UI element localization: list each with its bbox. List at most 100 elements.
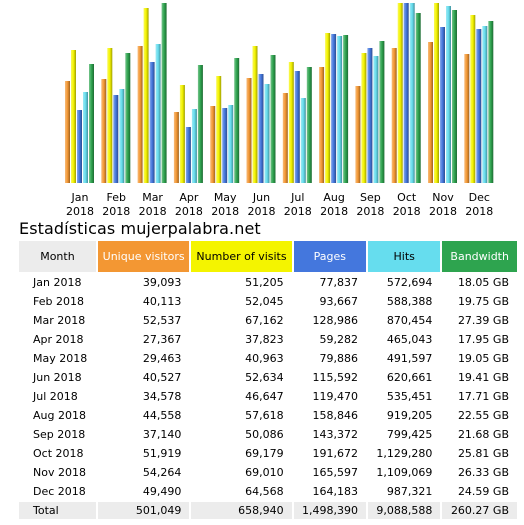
hits-cell: 620,661 bbox=[368, 369, 441, 386]
hits-cell: 465,043 bbox=[368, 331, 441, 348]
visits-cell: 57,618 bbox=[191, 407, 292, 424]
x-tick-label: 2018 bbox=[66, 205, 94, 218]
unique-visitors-cell: 49,490 bbox=[97, 483, 190, 500]
bandwidth-cell: 19.75 GB bbox=[442, 293, 517, 310]
bandwidth-cell: 26.33 GB bbox=[442, 464, 517, 481]
month-cell: Mar 2018 bbox=[19, 312, 96, 329]
x-tick-label: 2018 bbox=[284, 205, 312, 218]
x-tick-label: 2018 bbox=[320, 205, 348, 218]
table-row: Feb 2018 40,113 52,045 93,667 588,388 19.75 G… bbox=[19, 293, 517, 310]
bar-number-of-visits-oct-2018 bbox=[397, 3, 403, 183]
bar-number-of-visits-aug-2018 bbox=[325, 33, 331, 183]
x-tick-label: Mar bbox=[142, 191, 163, 204]
x-tick-label: 2018 bbox=[356, 205, 384, 218]
total-hits-cell: 9,088,588 bbox=[368, 502, 441, 519]
hits-cell: 491,597 bbox=[368, 350, 441, 367]
pages-cell: 77,837 bbox=[293, 274, 367, 291]
x-tick-label: Jul bbox=[290, 191, 304, 204]
bar-bandwidth-aug-2018 bbox=[343, 35, 349, 183]
bar-hits-aug-2018 bbox=[337, 36, 343, 183]
column-header-unique-visitors: Unique visitors bbox=[97, 241, 190, 272]
bar-pages-jan-2018 bbox=[77, 110, 82, 183]
table-row: May 2018 29,463 40,963 79,886 491,597 19.05 G… bbox=[19, 350, 517, 367]
bar-hits-jun-2018 bbox=[264, 84, 270, 183]
bar-pages-oct-2018 bbox=[403, 3, 409, 183]
bar-unique-visitors-mar-2018 bbox=[137, 46, 143, 183]
bar-unique-visitors-nov-2018 bbox=[428, 42, 433, 183]
bandwidth-cell: 21.68 GB bbox=[442, 426, 517, 443]
x-tick-label: Jun bbox=[252, 191, 270, 204]
column-header-bandwidth: Bandwidth bbox=[442, 241, 517, 272]
bandwidth-cell: 24.59 GB bbox=[442, 483, 517, 500]
total-unique-visitors-cell: 501,049 bbox=[97, 502, 190, 519]
bar-number-of-visits-mar-2018 bbox=[143, 8, 149, 183]
bar-number-of-visits-nov-2018 bbox=[434, 3, 439, 183]
visits-cell: 52,634 bbox=[191, 369, 292, 386]
pages-cell: 128,986 bbox=[293, 312, 367, 329]
bar-unique-visitors-jul-2018 bbox=[282, 93, 288, 183]
unique-visitors-cell: 37,140 bbox=[97, 426, 190, 443]
bandwidth-cell: 18.05 GB bbox=[442, 274, 517, 291]
bandwidth-cell: 17.95 GB bbox=[442, 331, 517, 348]
bar-bandwidth-apr-2018 bbox=[197, 65, 203, 183]
total-visits-cell: 658,940 bbox=[191, 502, 292, 519]
page-title: Estadísticas mujerpalabra.net bbox=[19, 219, 261, 238]
bar-pages-aug-2018 bbox=[331, 34, 337, 183]
table-row: Nov 2018 54,264 69,010 165,597 1,109,069 26.3… bbox=[19, 464, 517, 481]
bar-hits-jan-2018 bbox=[83, 92, 88, 183]
x-tick-label: Apr bbox=[179, 191, 199, 204]
pages-cell: 79,886 bbox=[293, 350, 367, 367]
hits-cell: 572,694 bbox=[368, 274, 441, 291]
column-header-number-of-visits: Number of visits bbox=[191, 241, 292, 272]
unique-visitors-cell: 40,113 bbox=[97, 293, 190, 310]
bar-hits-nov-2018 bbox=[446, 6, 451, 183]
hits-cell: 588,388 bbox=[368, 293, 441, 310]
visits-cell: 52,045 bbox=[191, 293, 292, 310]
bar-pages-may-2018 bbox=[222, 108, 228, 183]
table-total-row: Total 501,049 658,940 1,498,390 9,088,58… bbox=[19, 502, 517, 519]
table-row: Jul 2018 34,578 46,647 119,470 535,451 17.71 … bbox=[19, 388, 517, 405]
month-cell: Aug 2018 bbox=[19, 407, 96, 424]
bar-unique-visitors-may-2018 bbox=[210, 106, 216, 183]
table-row: Oct 2018 51,919 69,179 191,672 1,129,280 25.8… bbox=[19, 445, 517, 462]
table-row: Mar 2018 52,537 67,162 128,986 870,454 27.39 … bbox=[19, 312, 517, 329]
visits-cell: 40,963 bbox=[191, 350, 292, 367]
unique-visitors-cell: 51,919 bbox=[97, 445, 190, 462]
bandwidth-cell: 17.71 GB bbox=[442, 388, 517, 405]
hits-cell: 919,205 bbox=[368, 407, 441, 424]
monthly-history-chart: Jan 2018 Feb 2018 Mar 2018 Apr 2018 May 2018 Jun 20… bbox=[0, 0, 524, 222]
bar-pages-jul-2018 bbox=[294, 71, 300, 183]
bar-pages-nov-2018 bbox=[440, 27, 445, 183]
column-header-month: Month bbox=[19, 241, 96, 272]
bar-pages-sep-2018 bbox=[367, 48, 373, 183]
bar-bandwidth-oct-2018 bbox=[415, 13, 421, 183]
pages-cell: 164,183 bbox=[293, 483, 367, 500]
x-tick-label: Sep bbox=[360, 191, 381, 204]
bar-pages-mar-2018 bbox=[149, 62, 155, 183]
bar-unique-visitors-feb-2018 bbox=[101, 79, 107, 183]
bar-number-of-visits-feb-2018 bbox=[107, 48, 113, 183]
bar-unique-visitors-aug-2018 bbox=[319, 67, 325, 183]
hits-cell: 987,321 bbox=[368, 483, 441, 500]
visits-cell: 46,647 bbox=[191, 388, 292, 405]
bar-hits-apr-2018 bbox=[191, 109, 197, 183]
x-tick-label: 2018 bbox=[465, 205, 493, 218]
month-cell: Nov 2018 bbox=[19, 464, 96, 481]
pages-cell: 191,672 bbox=[293, 445, 367, 462]
visits-cell: 51,205 bbox=[191, 274, 292, 291]
bandwidth-cell: 25.81 GB bbox=[442, 445, 517, 462]
unique-visitors-cell: 54,264 bbox=[97, 464, 190, 481]
month-cell: Dec 2018 bbox=[19, 483, 96, 500]
unique-visitors-cell: 52,537 bbox=[97, 312, 190, 329]
pages-cell: 165,597 bbox=[293, 464, 367, 481]
pages-cell: 143,372 bbox=[293, 426, 367, 443]
bar-bandwidth-nov-2018 bbox=[452, 10, 457, 183]
table-row: Apr 2018 27,367 37,823 59,282 465,043 17.95 G… bbox=[19, 331, 517, 348]
bar-hits-feb-2018 bbox=[119, 89, 125, 183]
bar-number-of-visits-apr-2018 bbox=[179, 85, 185, 183]
hits-cell: 1,129,280 bbox=[368, 445, 441, 462]
bar-number-of-visits-sep-2018 bbox=[361, 53, 367, 183]
bandwidth-cell: 22.55 GB bbox=[442, 407, 517, 424]
bar-hits-mar-2018 bbox=[155, 44, 161, 183]
visits-cell: 37,823 bbox=[191, 331, 292, 348]
